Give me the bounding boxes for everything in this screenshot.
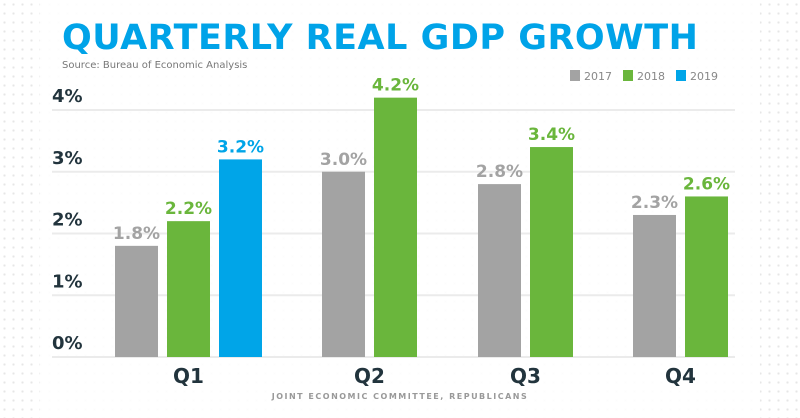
chart-footer: JOINT ECONOMIC COMMITTEE, REPUBLICANS [271, 392, 529, 401]
x-tick-label: Q1 [173, 364, 204, 388]
bar-2017-Q1 [115, 245, 158, 357]
data-label: 1.8% [113, 224, 160, 244]
legend-label: 2019 [690, 70, 718, 83]
data-label: 3.0% [320, 150, 367, 170]
legend-swatch-2019 [676, 70, 686, 81]
legend-swatch-2018 [623, 70, 633, 81]
bar-2018-Q4 [685, 196, 728, 357]
legend-swatch-2017 [570, 70, 580, 81]
bar-2019-Q1 [219, 159, 262, 357]
x-tick-label: Q4 [665, 364, 696, 388]
bar-2018-Q3 [530, 147, 573, 357]
bar-2017-Q4 [633, 214, 676, 357]
legend-label: 2018 [637, 70, 665, 83]
data-label: 2.8% [476, 162, 523, 182]
y-tick-label: 1% [52, 271, 83, 292]
y-tick-label: 3% [52, 148, 83, 169]
data-label: 4.2% [372, 76, 419, 96]
y-tick-label: 2% [52, 210, 83, 231]
data-label: 2.3% [631, 193, 678, 213]
data-label: 3.2% [217, 137, 264, 157]
chart-title: QUARTERLY REAL GDP GROWTH [62, 18, 699, 58]
chart-subtitle: Source: Bureau of Economic Analysis [62, 60, 248, 71]
x-tick-label: Q2 [354, 364, 385, 388]
bar-2017-Q2 [322, 171, 365, 357]
y-tick-label: 0% [52, 333, 83, 354]
y-tick-label: 4% [52, 86, 83, 107]
data-label: 2.6% [683, 174, 730, 194]
data-label: 3.4% [528, 125, 575, 145]
x-tick-label: Q3 [510, 364, 541, 388]
bar-2018-Q2 [374, 97, 417, 358]
data-label: 2.2% [165, 199, 212, 219]
bar-2018-Q1 [167, 221, 210, 357]
legend-label: 2017 [584, 70, 612, 83]
bar-2017-Q3 [478, 184, 521, 357]
